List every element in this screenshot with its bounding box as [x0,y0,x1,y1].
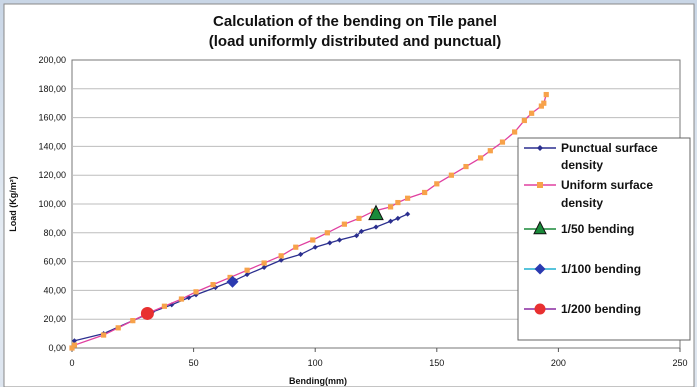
legend-swatch-marker [533,220,547,235]
x-tick-labels: 0 50 100 150 200 250 [69,358,687,368]
data-point [387,218,394,224]
x-tick-label: 200 [551,358,566,368]
series-3 [226,275,239,288]
data-point [161,303,168,309]
legend-label: 1/200 bending [561,302,641,316]
x-tick-label: 50 [189,358,199,368]
chart-title: Calculation of the bending on Tile panel [213,13,497,30]
x-tick-label: 150 [429,358,444,368]
data-point [324,230,330,236]
x-tick-label: 250 [672,358,687,368]
data-point [71,338,78,344]
y-tick-label: 200,00 [38,55,66,65]
data-point [130,318,136,324]
data-point [512,129,518,135]
data-point [298,251,304,257]
legend-label: 1/100 bending [561,262,641,276]
legend-label: Punctual surface density [561,141,658,172]
data-point [487,148,493,154]
x-axis-label: Bending(mm) [289,376,347,386]
data-point [69,345,75,351]
data-point [310,237,316,243]
data-point [278,257,284,263]
data-point [538,103,544,109]
data-point [336,237,343,243]
data-point [448,172,454,178]
series-1 [69,91,549,351]
data-point [358,228,365,234]
data-point [278,253,284,259]
series [69,91,549,351]
data-point [541,100,547,106]
y-tick-label: 20,00 [43,314,66,324]
data-point [71,342,78,348]
data-point [395,199,401,206]
data-point [140,306,154,320]
data-point [499,139,506,145]
data-point [293,244,299,250]
data-point [405,195,411,201]
data-point [115,325,121,331]
data-point [353,233,360,239]
data-point [529,110,535,116]
data-point [327,240,333,246]
series-4 [140,306,154,320]
y-tick-label: 140,00 [38,141,66,151]
data-point [373,224,379,230]
y-tick-label: 160,00 [38,113,66,123]
x-tick-label: 100 [308,358,323,368]
legend-swatch-marker [534,303,546,315]
y-tick-label: 60,00 [43,257,66,267]
data-point [463,163,469,170]
data-point [387,204,394,210]
y-tick-labels: 0,00 20,00 40,00 60,00 80,00 100,00 120,00 140,… [38,55,66,353]
data-point [210,282,216,288]
data-point [356,215,362,221]
data-point [434,181,440,187]
data-point [341,221,347,227]
data-point [178,296,185,302]
legend-label: 1/50 bending [561,222,634,236]
y-axis-label: Load (Kg/m²) [8,176,18,232]
data-point [543,91,549,98]
series-2 [368,204,384,221]
data-point [477,155,484,161]
y-tick-label: 100,00 [38,199,66,209]
legend: Punctual surface density Uniform surface de… [524,141,658,316]
legend-swatch-marker [537,182,543,188]
data-point [261,260,267,266]
y-tick-label: 80,00 [43,228,66,238]
data-point [186,295,192,301]
data-point [395,215,401,221]
y-tick-label: 120,00 [38,170,66,180]
data-point [227,274,233,281]
data-point [193,289,199,295]
legend-label: Uniform surface density [561,178,653,210]
legend-swatch-marker [537,145,543,151]
data-point [226,275,239,288]
y-tick-label: 180,00 [38,84,66,94]
y-tick-label: 0,00 [48,343,66,353]
data-point [405,211,411,217]
data-point [422,189,428,196]
data-point [244,271,250,278]
data-point [244,267,250,273]
legend-box [517,137,691,341]
y-tick-label: 40,00 [43,285,66,295]
data-point [261,264,267,270]
x-tick-label: 0 [69,358,74,368]
data-point [368,204,384,221]
data-point [521,117,527,124]
data-point [101,332,107,338]
data-point [193,292,199,298]
legend-swatch-marker [534,263,546,275]
chart-subtitle: (load uniformly distributed and punctual… [209,33,502,50]
data-point [312,244,318,250]
